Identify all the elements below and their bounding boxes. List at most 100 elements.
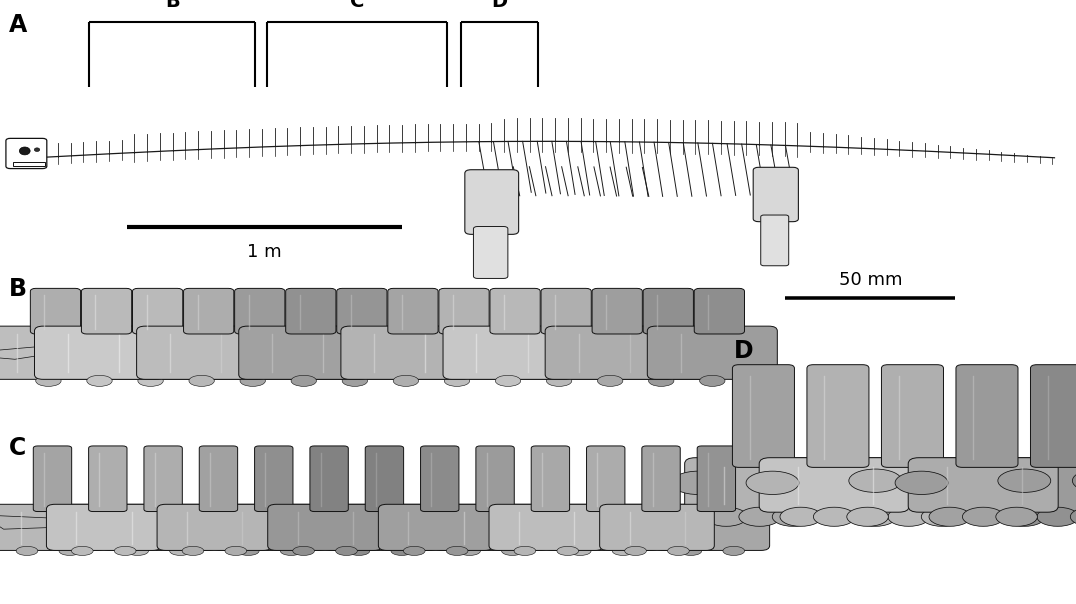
FancyBboxPatch shape xyxy=(655,504,769,550)
FancyBboxPatch shape xyxy=(365,446,404,512)
Polygon shape xyxy=(41,346,95,359)
Ellipse shape xyxy=(87,375,112,387)
FancyBboxPatch shape xyxy=(392,326,522,379)
Ellipse shape xyxy=(495,375,521,387)
Ellipse shape xyxy=(706,507,747,526)
FancyBboxPatch shape xyxy=(586,446,625,512)
FancyBboxPatch shape xyxy=(46,504,161,550)
FancyBboxPatch shape xyxy=(834,458,983,512)
Ellipse shape xyxy=(34,148,40,152)
Polygon shape xyxy=(13,162,45,166)
Ellipse shape xyxy=(1071,507,1076,526)
FancyBboxPatch shape xyxy=(1031,365,1076,467)
FancyBboxPatch shape xyxy=(235,288,285,334)
FancyBboxPatch shape xyxy=(137,326,267,379)
Polygon shape xyxy=(271,516,331,529)
Ellipse shape xyxy=(182,547,203,556)
FancyBboxPatch shape xyxy=(5,138,47,169)
Ellipse shape xyxy=(292,375,316,387)
Ellipse shape xyxy=(404,547,425,556)
FancyBboxPatch shape xyxy=(434,504,549,550)
Ellipse shape xyxy=(59,547,81,556)
FancyBboxPatch shape xyxy=(955,365,1018,467)
FancyBboxPatch shape xyxy=(546,326,675,379)
Polygon shape xyxy=(398,346,452,359)
FancyBboxPatch shape xyxy=(33,446,72,512)
Ellipse shape xyxy=(667,547,690,556)
FancyBboxPatch shape xyxy=(34,326,165,379)
Ellipse shape xyxy=(847,507,889,526)
Text: B: B xyxy=(9,277,27,301)
Ellipse shape xyxy=(238,547,259,556)
FancyBboxPatch shape xyxy=(144,446,182,512)
Ellipse shape xyxy=(349,547,370,556)
FancyBboxPatch shape xyxy=(187,326,317,379)
FancyBboxPatch shape xyxy=(212,504,327,550)
FancyBboxPatch shape xyxy=(255,446,293,512)
Ellipse shape xyxy=(391,547,412,556)
FancyBboxPatch shape xyxy=(341,326,471,379)
FancyBboxPatch shape xyxy=(596,326,726,379)
Ellipse shape xyxy=(739,507,780,526)
Ellipse shape xyxy=(813,507,855,526)
FancyBboxPatch shape xyxy=(102,504,216,550)
Polygon shape xyxy=(143,346,196,359)
FancyBboxPatch shape xyxy=(82,288,131,334)
FancyBboxPatch shape xyxy=(642,446,680,512)
Ellipse shape xyxy=(1004,507,1045,526)
Polygon shape xyxy=(245,346,298,359)
FancyBboxPatch shape xyxy=(0,326,113,379)
Ellipse shape xyxy=(225,547,246,556)
FancyBboxPatch shape xyxy=(541,288,592,334)
Ellipse shape xyxy=(995,507,1037,526)
Text: 50 mm: 50 mm xyxy=(838,271,903,289)
Ellipse shape xyxy=(649,375,674,387)
Polygon shape xyxy=(215,516,277,529)
Ellipse shape xyxy=(849,469,902,492)
FancyBboxPatch shape xyxy=(643,288,693,334)
Polygon shape xyxy=(194,346,247,359)
FancyBboxPatch shape xyxy=(30,288,81,334)
FancyBboxPatch shape xyxy=(88,446,127,512)
FancyBboxPatch shape xyxy=(310,446,349,512)
Ellipse shape xyxy=(921,507,963,526)
Ellipse shape xyxy=(923,469,976,492)
Ellipse shape xyxy=(557,547,579,556)
Ellipse shape xyxy=(962,507,1004,526)
Text: 1 m: 1 m xyxy=(247,243,282,261)
FancyBboxPatch shape xyxy=(199,446,238,512)
Ellipse shape xyxy=(501,547,523,556)
FancyBboxPatch shape xyxy=(289,326,420,379)
Ellipse shape xyxy=(969,471,1022,495)
FancyBboxPatch shape xyxy=(760,458,909,512)
Polygon shape xyxy=(437,516,497,529)
Ellipse shape xyxy=(19,147,30,155)
FancyBboxPatch shape xyxy=(239,326,369,379)
Ellipse shape xyxy=(773,507,813,526)
Polygon shape xyxy=(49,516,111,529)
Polygon shape xyxy=(492,516,553,529)
Ellipse shape xyxy=(929,507,971,526)
Ellipse shape xyxy=(775,469,827,492)
Ellipse shape xyxy=(597,375,623,387)
Polygon shape xyxy=(0,516,55,529)
Ellipse shape xyxy=(189,375,214,387)
Ellipse shape xyxy=(16,547,38,556)
FancyBboxPatch shape xyxy=(268,504,382,550)
Ellipse shape xyxy=(393,375,419,387)
FancyBboxPatch shape xyxy=(807,365,869,467)
FancyBboxPatch shape xyxy=(599,504,714,550)
FancyBboxPatch shape xyxy=(476,446,514,512)
Polygon shape xyxy=(104,516,166,529)
FancyBboxPatch shape xyxy=(908,458,1058,512)
Ellipse shape xyxy=(170,547,192,556)
FancyBboxPatch shape xyxy=(694,288,745,334)
Ellipse shape xyxy=(342,375,368,387)
FancyBboxPatch shape xyxy=(157,504,272,550)
FancyBboxPatch shape xyxy=(184,288,233,334)
Ellipse shape xyxy=(1037,507,1076,526)
Ellipse shape xyxy=(138,375,164,387)
Ellipse shape xyxy=(612,547,634,556)
Ellipse shape xyxy=(680,547,702,556)
FancyBboxPatch shape xyxy=(881,365,944,467)
